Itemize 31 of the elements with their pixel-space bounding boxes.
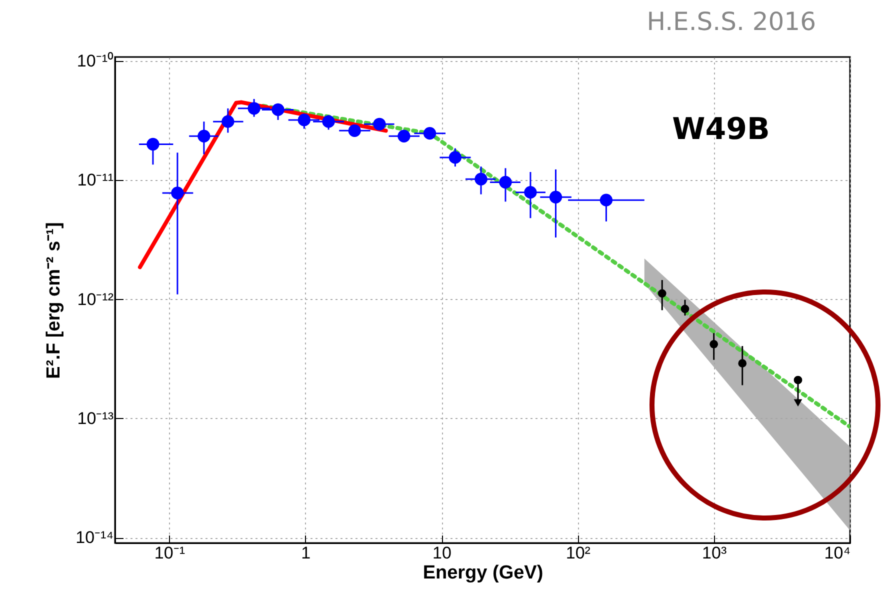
y-tick-label: 10⁻¹⁰ [76,51,114,70]
y-tick-label: 10⁻¹³ [77,408,114,428]
point [298,114,310,126]
x-axis-title: Energy (GeV) [422,562,544,584]
y-tick-label: 10⁻¹¹ [77,170,114,190]
y-tick-label: 10⁻¹⁴ [76,528,114,548]
point [423,127,436,140]
point [198,130,210,142]
point [499,176,512,189]
point [373,118,386,130]
point [549,190,562,204]
x-tick-label: 10³ [702,544,727,562]
x-tick-label: 1 [301,544,311,562]
point [398,130,410,142]
x-tick-label: 10 [432,544,452,562]
text: W49B [672,112,770,147]
point [272,103,284,116]
x-tick-label: 10² [566,544,591,562]
point [222,115,234,128]
y-tick-label: 10⁻¹² [77,290,114,309]
point [524,186,537,199]
x-tick-label: 10⁴ [824,544,850,562]
y-axis-title: E².F [erg cm⁻² s⁻¹] [44,222,65,379]
point [322,115,335,128]
point [448,151,462,164]
x-tick-label: 10⁻¹ [154,544,186,562]
point [171,186,184,200]
point [248,102,260,115]
text: H.E.S.S. 2016 [646,7,816,36]
point [474,172,488,186]
point [348,124,361,137]
